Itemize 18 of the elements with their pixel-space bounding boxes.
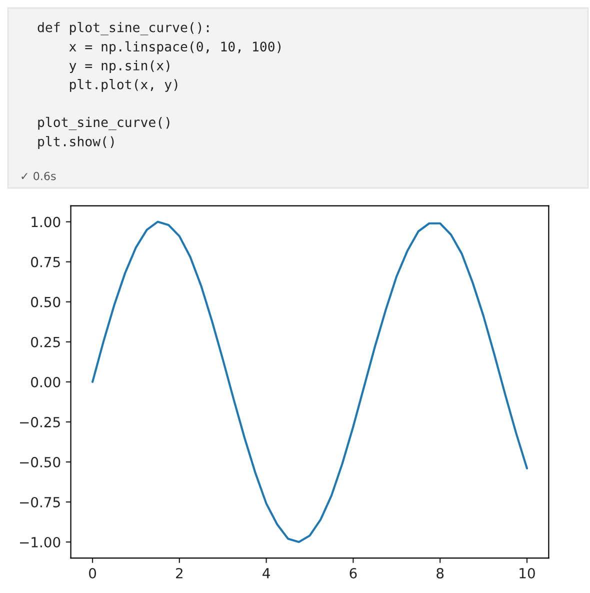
y-tick-label: 1.00 [32, 216, 60, 228]
text: ✓ 0.6s [22, 172, 56, 180]
y-tick-label: −0.25 [20, 416, 60, 428]
y-tick-label: 0.25 [31, 336, 60, 348]
x-tick-label: 6 [350, 568, 357, 578]
y-tick-label: −0.50 [20, 456, 60, 468]
x-tick-label: 2 [176, 568, 182, 578]
x-tick-label: 10 [520, 568, 535, 578]
y-tick-label: 0.75 [31, 256, 60, 268]
y-tick-label: −1.00 [20, 536, 60, 548]
y-tick-label: −0.75 [20, 496, 60, 508]
line-series [91, 220, 528, 544]
x-tick-label: 0 [89, 568, 96, 578]
x-tick-label: 8 [436, 568, 444, 578]
text: def plot_sine_curve(): x = np.linspace(0, 10, 100) y = np.sin(x) plt.plot(x, y) plot_sine_curve() plt.show() [38, 22, 281, 149]
x-tick-label: 4 [262, 568, 270, 578]
y-tick-label: 0.00 [31, 376, 60, 388]
y-tick-label: 0.50 [31, 296, 60, 308]
